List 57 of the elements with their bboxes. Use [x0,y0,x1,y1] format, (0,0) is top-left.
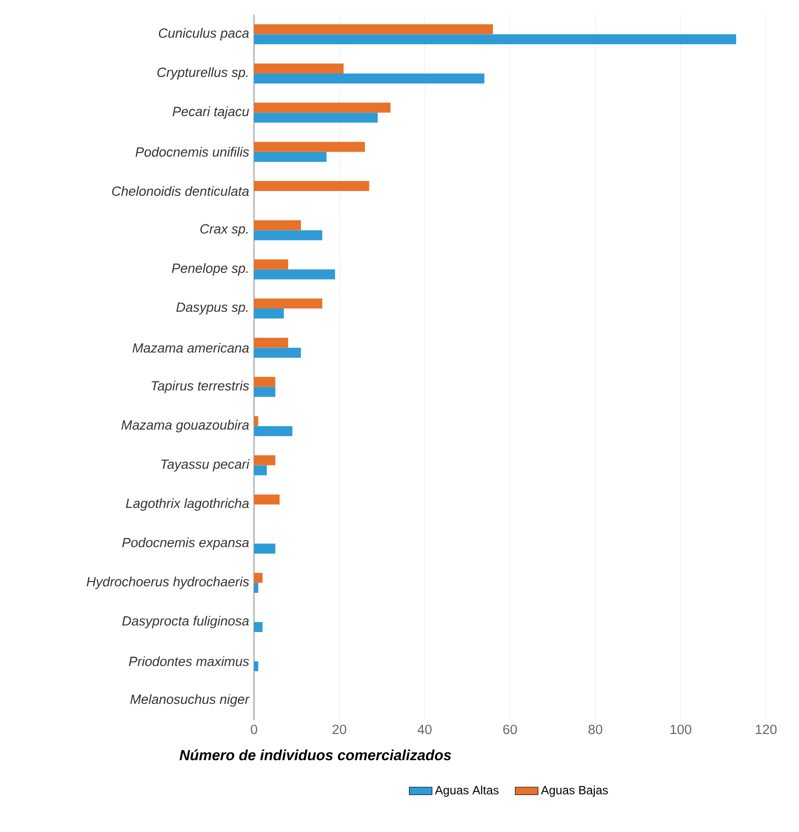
y-tick-label: Pecari tajacu [172,106,249,119]
bar [254,142,365,152]
x-tick-label: 40 [418,724,432,734]
y-tick-label: Melanosuchus niger [130,694,250,707]
x-tick-label: 100 [670,724,692,734]
x-tick-label: 20 [332,724,346,734]
x-axis-title: Número de individuos comercializados [180,749,452,760]
bar [254,269,336,280]
bar [254,112,378,123]
y-tick-label: Mazama americana [132,342,249,353]
bar [254,308,284,319]
bar [254,24,493,34]
y-tick-label: Podocnemis expansa [122,537,249,550]
x-tick-label: 120 [756,724,777,734]
legend-label: Aguas Altas [434,786,499,797]
y-tick-label: Tayassu pecari [161,459,250,472]
x-tick-label: 60 [503,724,517,734]
bar [254,298,322,309]
bar [254,338,288,348]
bar [254,73,484,84]
bar [254,181,370,192]
y-tick-label: Chelonoidis denticulata [112,186,249,196]
y-tick-label: Dasyprocta fuliginosa [122,616,249,628]
bar [254,220,301,230]
y-tick-label: Hydrochoerus hydrochaeris [86,576,249,590]
y-tick-label: Priodontes maximus [128,656,249,666]
bar [254,152,327,162]
bar [254,34,736,44]
y-tick-label: Crax sp. [200,224,248,236]
bar [254,465,267,476]
y-tick-label: Tapirus terrestris [152,380,250,394]
y-tick-label: Crypturellus sp. [157,67,248,80]
bar [254,230,322,240]
bar [254,416,258,426]
bar [254,259,288,270]
legend-label: Aguas Bajas [540,786,608,797]
bar [254,348,301,358]
y-tick-label: Lagothrix lagothricha [126,498,249,511]
bar [254,386,276,397]
y-tick-label: Cuniculus paca [158,28,249,40]
y-tick-label: Dasypus sp. [176,302,248,315]
bar [254,494,280,504]
x-tick-label: 80 [588,724,602,734]
bar [254,572,263,583]
y-tick-label: Podocnemis unifilis [136,146,249,157]
x-tick-label: 0 [250,724,258,734]
bar [254,426,292,436]
y-tick-label: Penelope sp. [172,263,248,276]
bar [254,102,391,113]
bar [254,376,276,387]
bar [254,455,276,466]
bar [254,544,276,554]
bar [254,63,344,74]
bar [254,661,258,672]
y-tick-label: Mazama gouazoubira [121,420,249,432]
bar [254,622,263,632]
bar [254,582,258,593]
